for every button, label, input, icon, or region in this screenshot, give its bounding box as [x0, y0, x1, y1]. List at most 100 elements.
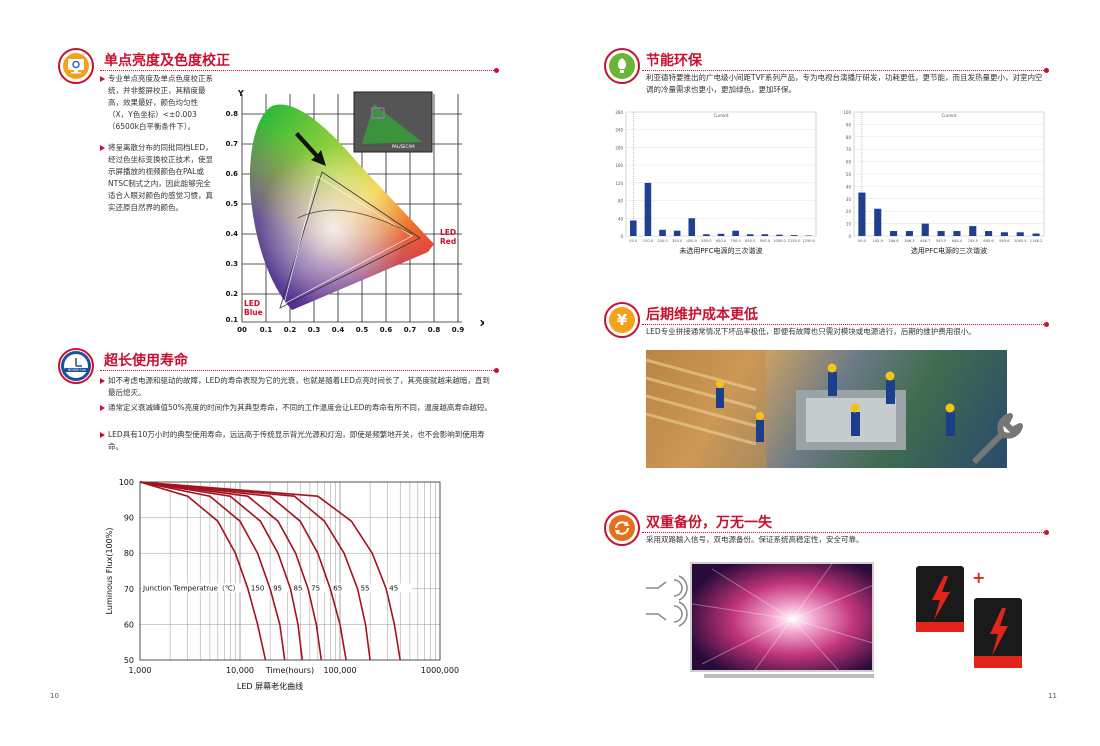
arrow-icon: [295, 132, 326, 166]
signal-input-icon: [644, 566, 690, 636]
aging-curve-65: [139, 481, 347, 661]
bar: [761, 234, 769, 236]
y-tick-label: 30: [846, 197, 852, 202]
y-tick-label: 0: [620, 234, 623, 239]
series-label: 95: [273, 584, 282, 592]
cie-chromaticity-chart: PAL/SECAM Y X 0.8 0.7 0.6 0.5 0.4 0.3 0.…: [226, 89, 484, 334]
y-tick-label: 60: [846, 160, 852, 165]
svg-text:0.1: 0.1: [226, 316, 239, 324]
harmonic-chart-without-pfc: 280 240 200 160 120 80 40 0 Current 50.0 150.0 250.…: [615, 110, 817, 254]
svg-text:0.8: 0.8: [226, 110, 239, 118]
svg-text:0.2: 0.2: [226, 290, 239, 298]
circuit-board-image: [646, 350, 1007, 468]
x-tick-label: 346.3: [904, 239, 914, 243]
bar: [659, 229, 666, 236]
x-tick-label: 1045.5: [1014, 239, 1027, 243]
bar: [1032, 233, 1040, 236]
x-tick-label: 446.7: [920, 239, 930, 243]
section-title: 双重备份，万无一失: [646, 515, 772, 531]
y-tick-label: 50: [846, 172, 852, 177]
x-tick-label: 145.9: [873, 239, 884, 243]
x-tick-label: 50.0: [629, 239, 638, 243]
x-tick-label: 745.5: [968, 239, 978, 243]
bar: [953, 231, 961, 236]
y-tick-label: 90: [846, 122, 852, 127]
x-tick-label: 50.0: [858, 239, 867, 243]
aging-curve-85: [139, 481, 304, 661]
monitor-gear-icon: [58, 48, 94, 84]
section-divider: [642, 68, 1049, 73]
y-tick-label: 90: [124, 514, 134, 523]
y-tick-label: 80: [618, 199, 624, 204]
svg-text:0.9: 0.9: [452, 326, 465, 334]
y-tick-label: 10: [846, 222, 852, 227]
x-tick-label: 1150.0: [788, 239, 801, 243]
led-aging-chart: 100 90 80 70 60 501,000 10,000 100,000 1000,000 T…: [105, 478, 459, 691]
bar: [1016, 232, 1024, 236]
bar: [644, 182, 652, 236]
y-tick-label: 60: [124, 620, 134, 629]
backup-text: 采用双路輸入信号，双电源备份。保证系统高稳定性，安全可靠。: [646, 535, 864, 544]
aging-curve-55: [139, 481, 371, 661]
aging-curve-95: [139, 481, 286, 661]
led-red-label: LED Red: [440, 228, 457, 246]
lifespan-bullet-2: 通常定义衰减峰值50%亮度的时间作为其典型寿命，不同的工作温度会让LED的寿命有…: [100, 402, 492, 414]
energy-text: 利亚德特要推出的广电级小间距TVF系列产品，专为电视台演播厅研发，功耗更低，更节…: [646, 73, 1043, 94]
series-label: 85: [294, 584, 303, 592]
y-tick-label: 120: [615, 181, 623, 186]
y-tick-label: 240: [615, 128, 623, 133]
y-tick-label: 40: [846, 184, 852, 189]
display-stand: [704, 674, 874, 678]
svg-text:0.8: 0.8: [428, 326, 441, 334]
bar: [985, 231, 993, 236]
section-divider: [642, 322, 1049, 327]
section-title: 节能环保: [646, 53, 702, 69]
y-tick-label: 70: [846, 147, 852, 152]
section-title: 单点亮度及色度校正: [104, 53, 230, 69]
series-label: 65: [333, 584, 342, 592]
bar: [969, 226, 977, 236]
x-tick-label: 845.6: [983, 239, 994, 243]
bar: [937, 231, 945, 236]
color-correction-text-1: 专业单点亮度及单点色度校正系统，并非整屏校正，其精度最高，效果最好，颜色均匀性（…: [100, 73, 218, 133]
bar: [1000, 232, 1008, 236]
right-page: 节能环保 利亚德特要推出的广电级小间距TVF系列产品，专为电视台演播厅研发，功耗…: [550, 0, 1100, 746]
clock-icon: [58, 348, 94, 384]
aging-curve-75: [139, 481, 323, 661]
y-tick-label: 280: [615, 110, 623, 115]
x-tick-label: 150.0: [643, 239, 654, 243]
x-tick-label: 1,000: [129, 666, 152, 675]
x-tick-label: 650.0: [716, 239, 727, 243]
y-tick-label: 70: [124, 585, 134, 594]
page-number: 10: [50, 692, 59, 700]
y-axis-label: Luminous Flux(100%): [105, 528, 114, 615]
x-tick-labels: 00 0.1 0.2 0.3 0.4 0.5 0.6 0.7 0.8 0.9: [237, 326, 464, 334]
x-tick-label: 100,000: [323, 666, 356, 675]
svg-text:0.3: 0.3: [226, 260, 239, 268]
bar: [890, 231, 898, 236]
svg-text:0.7: 0.7: [404, 326, 417, 334]
power-supply-icon-1: [914, 566, 966, 636]
power-supply-icon-2: [972, 598, 1024, 670]
y-tick-labels: 0.8 0.7 0.6 0.5 0.4 0.3 0.2 0.1: [226, 110, 239, 324]
lifespan-bullet-3: LED具有10万小时的典型使用寿命，远远高于传统显示背光光源和灯泡，即使是频繁地…: [100, 429, 492, 453]
x-tick-label: 1250.0: [802, 239, 815, 243]
bar: [746, 234, 754, 236]
x-tick-label: 750.0: [730, 239, 741, 243]
chart-title: LED 屏幕老化曲线: [237, 681, 303, 691]
svg-text:0.4: 0.4: [332, 326, 345, 334]
y-tick-label: 100: [119, 478, 134, 487]
chart-title: Current: [941, 113, 956, 118]
chart-title: Current: [713, 113, 728, 118]
x-tick-label: 246.6: [888, 239, 899, 243]
bar: [921, 223, 929, 236]
y-tick-label: 80: [124, 549, 134, 558]
x-tick-label: 850.0: [745, 239, 756, 243]
bar: [905, 231, 913, 236]
y-tick-label: 200: [615, 145, 623, 150]
svg-text:0.4: 0.4: [226, 230, 239, 238]
aging-grid: [139, 481, 441, 661]
plus-sign: +: [972, 568, 986, 587]
series-label: 45: [389, 584, 398, 592]
